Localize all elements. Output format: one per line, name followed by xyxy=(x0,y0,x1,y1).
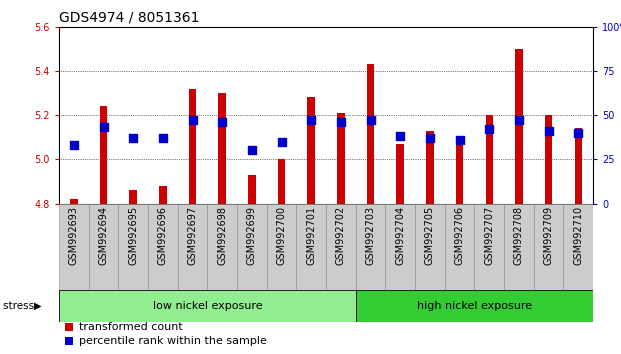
Text: GSM992696: GSM992696 xyxy=(158,206,168,265)
Point xyxy=(425,135,435,141)
Point xyxy=(276,139,286,144)
Point xyxy=(514,118,524,123)
Bar xyxy=(189,88,196,204)
Bar xyxy=(356,204,386,290)
Bar xyxy=(545,115,552,204)
Text: GSM992698: GSM992698 xyxy=(217,206,227,265)
Bar xyxy=(386,204,415,290)
Text: GSM992694: GSM992694 xyxy=(99,206,109,265)
Point xyxy=(366,118,376,123)
Bar xyxy=(266,204,296,290)
Bar xyxy=(326,204,356,290)
Bar xyxy=(159,186,166,204)
Text: ▶: ▶ xyxy=(34,301,42,311)
Text: GSM992710: GSM992710 xyxy=(573,206,583,265)
Text: GSM992701: GSM992701 xyxy=(306,206,316,265)
Bar xyxy=(307,97,315,204)
Point xyxy=(247,148,257,153)
Bar xyxy=(119,204,148,290)
Text: GSM992706: GSM992706 xyxy=(455,206,465,265)
Text: GSM992697: GSM992697 xyxy=(188,206,197,265)
Point xyxy=(336,119,346,125)
Bar xyxy=(178,204,207,290)
Bar xyxy=(278,159,285,204)
Text: GSM992693: GSM992693 xyxy=(69,206,79,265)
Bar xyxy=(207,204,237,290)
Bar xyxy=(296,204,326,290)
Point xyxy=(128,135,138,141)
Point xyxy=(99,125,109,130)
Point xyxy=(306,118,316,123)
Point xyxy=(158,135,168,141)
Bar xyxy=(89,204,119,290)
Point xyxy=(484,126,494,132)
Point xyxy=(455,137,465,143)
Text: GSM992704: GSM992704 xyxy=(395,206,405,265)
Bar xyxy=(504,204,533,290)
Text: GSM992700: GSM992700 xyxy=(276,206,286,265)
Bar xyxy=(396,144,404,204)
Bar xyxy=(426,131,433,204)
Bar xyxy=(367,64,374,204)
Bar xyxy=(563,204,593,290)
Text: GSM992705: GSM992705 xyxy=(425,206,435,266)
Bar xyxy=(100,106,107,204)
Text: GSM992708: GSM992708 xyxy=(514,206,524,265)
Bar xyxy=(59,290,356,322)
Point xyxy=(395,133,405,139)
Bar xyxy=(515,49,523,204)
Bar xyxy=(356,290,593,322)
Point xyxy=(543,128,553,134)
Text: low nickel exposure: low nickel exposure xyxy=(153,301,262,311)
Bar xyxy=(337,113,345,204)
Point xyxy=(573,130,583,136)
Bar xyxy=(474,204,504,290)
Point xyxy=(69,142,79,148)
Text: GSM992695: GSM992695 xyxy=(128,206,138,265)
Bar xyxy=(129,190,137,204)
Bar xyxy=(148,204,178,290)
Point xyxy=(217,119,227,125)
Bar xyxy=(70,199,78,204)
Bar xyxy=(456,144,463,204)
Bar xyxy=(574,129,582,204)
Point xyxy=(188,118,197,123)
Text: stress: stress xyxy=(3,301,37,311)
Text: GSM992707: GSM992707 xyxy=(484,206,494,266)
Bar xyxy=(415,204,445,290)
Bar xyxy=(59,204,89,290)
Text: transformed count: transformed count xyxy=(79,322,183,332)
Text: GSM992699: GSM992699 xyxy=(247,206,257,265)
Bar xyxy=(219,93,226,204)
Text: GSM992703: GSM992703 xyxy=(366,206,376,265)
Text: GDS4974 / 8051361: GDS4974 / 8051361 xyxy=(59,11,199,25)
Bar xyxy=(248,175,256,204)
Bar xyxy=(533,204,563,290)
Text: high nickel exposure: high nickel exposure xyxy=(417,301,532,311)
Bar xyxy=(486,115,493,204)
Text: percentile rank within the sample: percentile rank within the sample xyxy=(79,336,267,346)
Bar xyxy=(445,204,474,290)
Text: GSM992709: GSM992709 xyxy=(543,206,553,265)
Bar xyxy=(237,204,266,290)
Text: GSM992702: GSM992702 xyxy=(336,206,346,266)
